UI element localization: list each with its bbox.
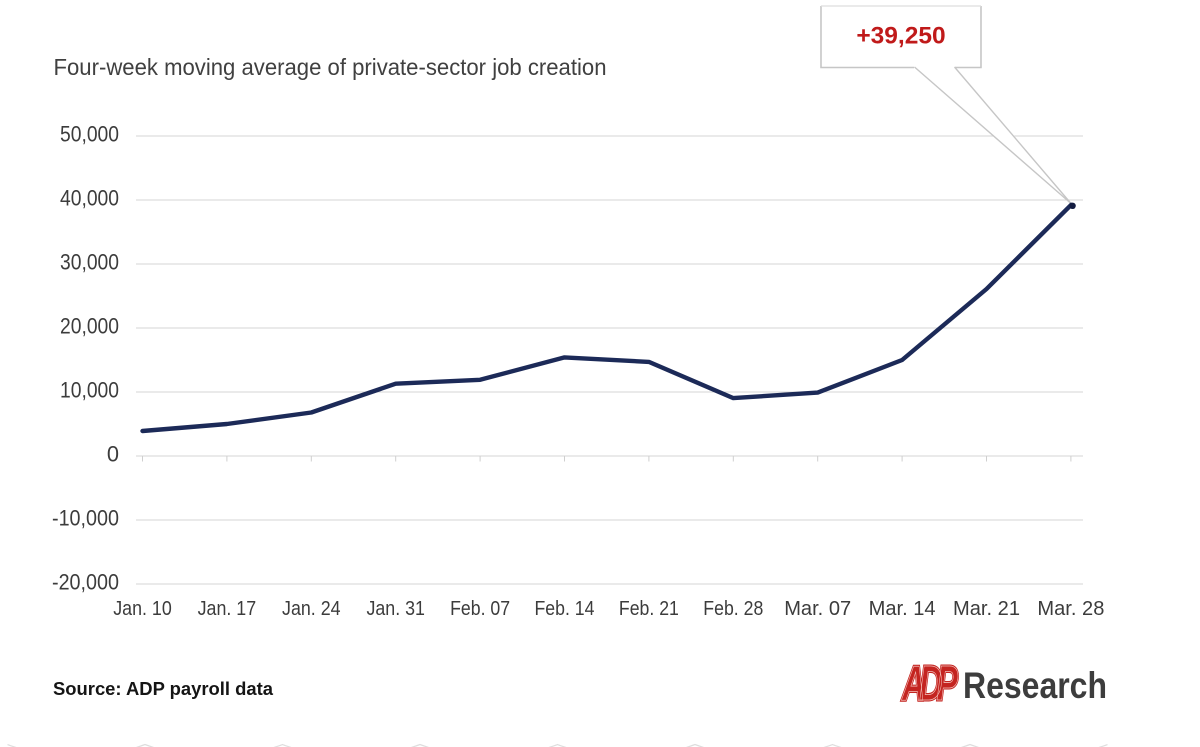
- svg-text:-20,000: -20,000: [52, 570, 119, 595]
- svg-text:0: 0: [107, 442, 119, 467]
- svg-text:30,000: 30,000: [60, 250, 119, 275]
- svg-text:Jan. 10: Jan. 10: [113, 597, 172, 620]
- svg-text:Feb. 14: Feb. 14: [535, 597, 595, 620]
- svg-text:ADP: ADP: [901, 656, 958, 710]
- svg-text:50,000: 50,000: [60, 122, 119, 147]
- svg-text:Source: ADP payroll data: Source: ADP payroll data: [53, 678, 274, 699]
- svg-text:Jan. 31: Jan. 31: [366, 597, 425, 620]
- svg-text:Jan. 17: Jan. 17: [198, 597, 257, 620]
- svg-text:+39,250: +39,250: [856, 22, 945, 49]
- svg-text:Feb. 07: Feb. 07: [450, 597, 510, 620]
- svg-text:10,000: 10,000: [60, 378, 119, 403]
- svg-text:Four-week moving average of pr: Four-week moving average of private-sect…: [54, 54, 607, 80]
- svg-text:Mar. 07: Mar. 07: [784, 597, 851, 620]
- svg-text:20,000: 20,000: [60, 314, 119, 339]
- svg-text:Jan. 24: Jan. 24: [282, 597, 341, 620]
- svg-text:40,000: 40,000: [60, 186, 119, 211]
- svg-text:Mar. 28: Mar. 28: [1037, 597, 1104, 620]
- svg-text:Mar. 21: Mar. 21: [953, 597, 1020, 620]
- svg-text:Research: Research: [963, 664, 1107, 706]
- svg-text:Mar. 14: Mar. 14: [869, 597, 936, 620]
- svg-text:Feb. 21: Feb. 21: [619, 597, 679, 620]
- svg-text:Feb. 28: Feb. 28: [703, 597, 763, 620]
- svg-text:-10,000: -10,000: [52, 506, 119, 531]
